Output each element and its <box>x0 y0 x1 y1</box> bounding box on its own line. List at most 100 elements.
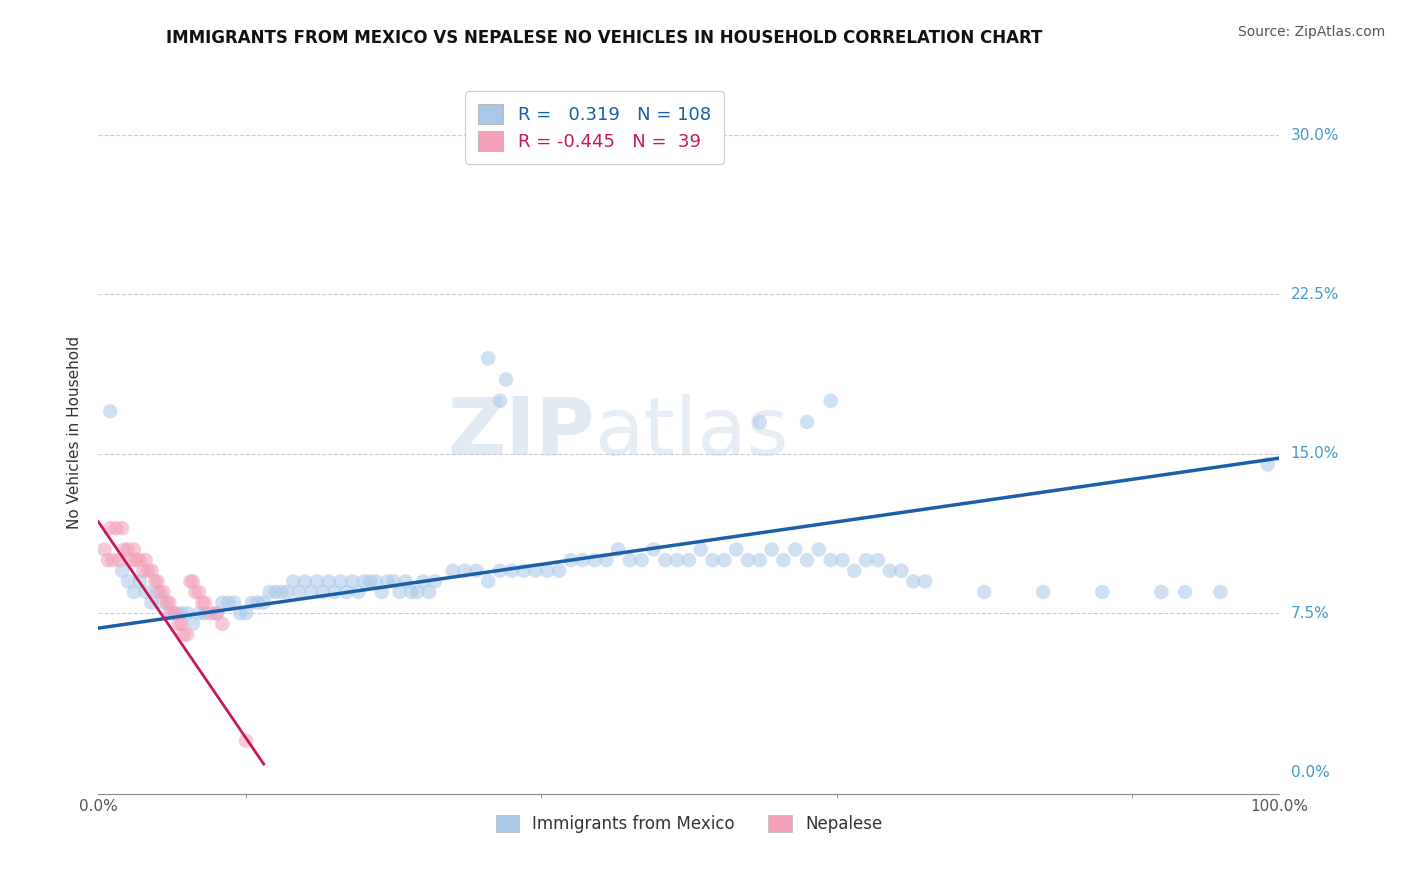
Point <box>371 585 394 599</box>
Point <box>200 607 222 621</box>
Point <box>643 542 665 557</box>
Point <box>299 585 322 599</box>
Point <box>141 564 163 578</box>
Point <box>820 553 842 567</box>
Point <box>388 585 411 599</box>
Point <box>117 542 139 557</box>
Point <box>318 574 340 589</box>
Point <box>108 553 131 567</box>
Point <box>294 574 316 589</box>
Point <box>347 585 370 599</box>
Point <box>152 585 174 599</box>
Text: ZIP: ZIP <box>447 393 595 472</box>
Point <box>595 553 617 567</box>
Point <box>364 574 387 589</box>
Point <box>866 553 889 567</box>
Point <box>149 585 172 599</box>
Point <box>702 553 724 567</box>
Point <box>288 585 311 599</box>
Point <box>112 542 135 557</box>
Point <box>654 553 676 567</box>
Point <box>571 553 593 567</box>
Point <box>772 553 794 567</box>
Y-axis label: No Vehicles in Household: No Vehicles in Household <box>67 336 83 529</box>
Point <box>97 553 120 567</box>
Point <box>141 596 163 610</box>
Point <box>820 393 842 408</box>
Point <box>205 607 228 621</box>
Point <box>1209 585 1232 599</box>
Point <box>477 351 499 366</box>
Point <box>264 585 287 599</box>
Point <box>246 596 269 610</box>
Point <box>305 574 328 589</box>
Point <box>619 553 641 567</box>
Point <box>205 607 228 621</box>
Point <box>1091 585 1114 599</box>
Point <box>111 564 134 578</box>
Point <box>477 574 499 589</box>
Point <box>128 574 150 589</box>
Point <box>689 542 711 557</box>
Point <box>548 564 571 578</box>
Point <box>855 553 877 567</box>
Point <box>796 553 818 567</box>
Point <box>495 372 517 386</box>
Point <box>377 574 399 589</box>
Text: atlas: atlas <box>595 393 789 472</box>
Text: 15.0%: 15.0% <box>1291 446 1339 461</box>
Text: 30.0%: 30.0% <box>1291 128 1339 143</box>
Point <box>157 607 180 621</box>
Point <box>180 574 202 589</box>
Point <box>489 564 512 578</box>
Point <box>583 553 606 567</box>
Point <box>111 521 134 535</box>
Point <box>235 607 257 621</box>
Point <box>283 574 305 589</box>
Point <box>725 542 748 557</box>
Point <box>128 553 150 567</box>
Point <box>524 564 547 578</box>
Point <box>382 574 405 589</box>
Point <box>146 585 169 599</box>
Point <box>761 542 783 557</box>
Point <box>191 596 214 610</box>
Point <box>187 585 209 599</box>
Point <box>194 607 217 621</box>
Point <box>211 596 233 610</box>
Point <box>143 574 166 589</box>
Point <box>194 596 217 610</box>
Point <box>418 585 440 599</box>
Point <box>270 585 292 599</box>
Point <box>465 564 488 578</box>
Point <box>453 564 475 578</box>
Point <box>184 585 207 599</box>
Point <box>135 553 157 567</box>
Point <box>713 553 735 567</box>
Point <box>276 585 298 599</box>
Point <box>560 553 582 567</box>
Point <box>253 596 276 610</box>
Point <box>423 574 446 589</box>
Point <box>1174 585 1197 599</box>
Point <box>412 574 434 589</box>
Point <box>1032 585 1054 599</box>
Point <box>748 415 770 429</box>
Point <box>176 627 198 641</box>
Point <box>152 596 174 610</box>
Point <box>335 585 357 599</box>
Point <box>187 607 209 621</box>
Text: IMMIGRANTS FROM MEXICO VS NEPALESE NO VEHICLES IN HOUSEHOLD CORRELATION CHART: IMMIGRANTS FROM MEXICO VS NEPALESE NO VE… <box>166 29 1043 46</box>
Point <box>489 393 512 408</box>
Point <box>359 574 381 589</box>
Point <box>121 553 143 567</box>
Point <box>748 553 770 567</box>
Point <box>1257 458 1279 472</box>
Point <box>785 542 807 557</box>
Point <box>607 542 630 557</box>
Point <box>903 574 925 589</box>
Point <box>170 616 193 631</box>
Point <box>796 415 818 429</box>
Point <box>678 553 700 567</box>
Text: 0.0%: 0.0% <box>1291 765 1329 780</box>
